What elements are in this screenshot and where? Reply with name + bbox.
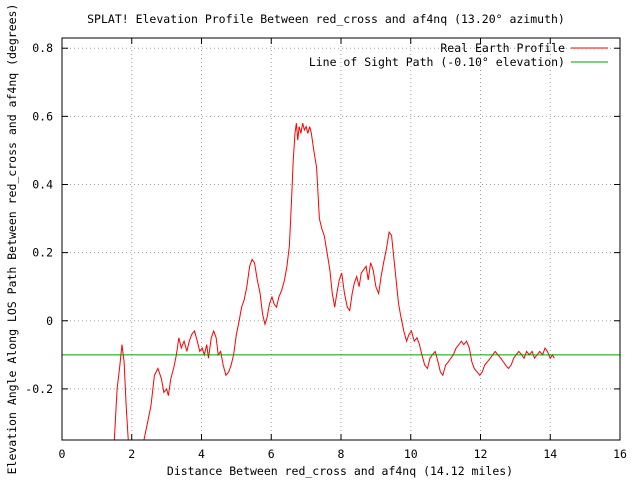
series-line-real-earth-profile (113, 123, 555, 440)
y-tick-label: 0.8 (32, 41, 53, 55)
x-tick-label: 12 (474, 447, 488, 461)
legend-label-line-of-sight: Line of Sight Path (-0.10° elevation) (309, 55, 565, 69)
x-tick-label: 0 (59, 447, 66, 461)
legend: Real Earth Profile Line of Sight Path (-… (309, 41, 608, 69)
x-tick-label: 16 (613, 447, 627, 461)
x-tick-label: 14 (543, 447, 557, 461)
series-layer (62, 123, 620, 440)
x-axis-label: Distance Between red_cross and af4nq (14… (167, 464, 513, 478)
legend-label-real-earth-profile: Real Earth Profile (440, 41, 565, 55)
y-tick-label: -0.2 (25, 382, 53, 396)
y-tick-label: 0 (46, 314, 53, 328)
chart-title: SPLAT! Elevation Profile Between red_cro… (87, 12, 565, 26)
x-tick-label: 6 (268, 447, 275, 461)
x-tick-label: 4 (198, 447, 205, 461)
ticks: 0 2 4 6 8 10 12 14 16 -0.2 0 0.2 0.4 0.6 0.8 (25, 38, 627, 461)
grid (62, 38, 620, 440)
y-tick-label: 0.6 (32, 109, 53, 123)
y-tick-label: 0.2 (32, 246, 53, 260)
x-tick-label: 2 (128, 447, 135, 461)
x-tick-label: 10 (404, 447, 418, 461)
x-tick-label: 8 (338, 447, 345, 461)
y-tick-label: 0.4 (32, 177, 53, 191)
y-axis-label: Elevation Angle Along LOS Path Between r… (5, 4, 19, 475)
